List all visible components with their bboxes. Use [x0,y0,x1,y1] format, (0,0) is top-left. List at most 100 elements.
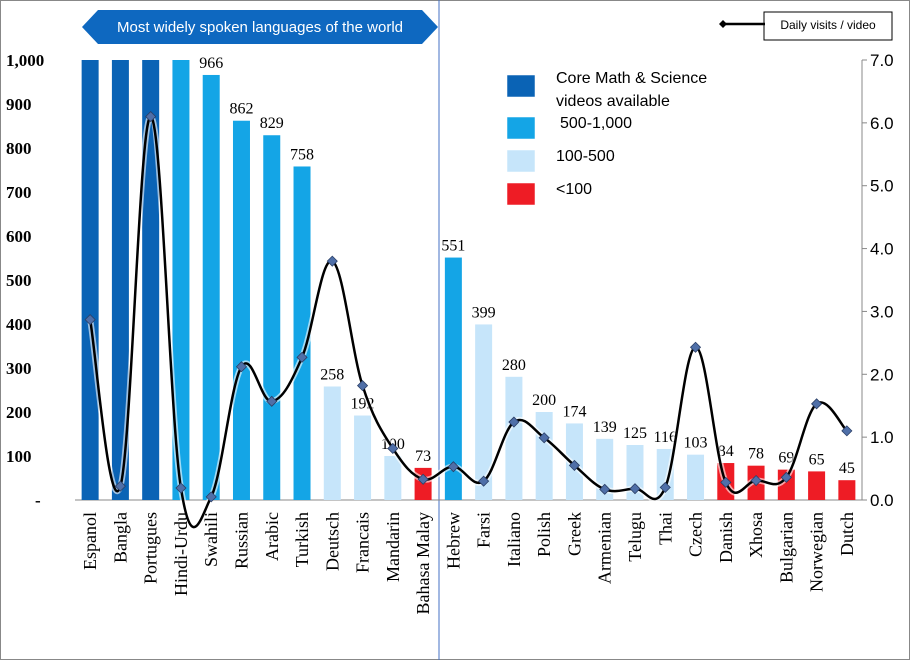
legend: Core Math & Science videos available 500-1… [506,70,707,206]
line-point [417,473,429,485]
line-point [296,351,308,363]
line-point [447,461,459,473]
category-label: Greek [564,512,584,556]
bar-arabic [263,135,281,501]
line-point [689,341,702,353]
line-point [508,416,520,428]
data-label: 125 [623,425,647,442]
data-label: 200 [532,392,556,409]
line-point [629,483,641,495]
line-legend-label: Daily visits / video [780,18,876,32]
legend-label: 100-500 [556,148,615,165]
y-right-tick-label: 1.0 [870,428,894,447]
data-label: 116 [654,429,677,446]
line-point [599,483,611,495]
line-legend: Daily visits / video [719,11,893,41]
y-right-tick-label: 6.0 [870,114,894,133]
category-label: Czech [686,512,706,557]
line-point [387,442,399,455]
data-label: 103 [684,435,708,452]
y-left-tick-label: 800 [6,139,32,158]
category-label: Swahili [201,512,221,567]
line-point [326,255,338,267]
category-label: Hebrew [443,512,463,569]
y-right-tick-label: 2.0 [870,365,894,384]
data-label: 174 [562,403,586,420]
daily-visits-line [88,115,848,529]
category-label: Espanol [80,512,100,570]
category-label: Turkish [292,512,312,567]
bar-swahili [202,74,220,501]
y-right-tick-label: 7.0 [870,51,894,70]
line-point [538,432,550,444]
bar-hindi-urdu [172,60,190,500]
bar-czech [687,454,705,500]
data-labels: 9668628297582581921007355139928020017413… [199,55,855,477]
line-point [205,491,217,503]
line-point [811,398,823,410]
line-legend-box [763,11,893,41]
line-series [84,111,853,531]
category-label: Hindi-Urdu [171,512,191,596]
data-label: 65 [809,451,825,468]
y-left-tick-label: 1,000 [6,51,44,70]
category-label: Xhosa [746,512,766,558]
banner-arrow [82,10,438,44]
bar-turkish [293,166,311,501]
category-label: Norwegian [807,512,827,592]
banner: Most widely spoken languages of the worl… [82,10,438,44]
bar-portugues [142,60,160,500]
bar-norwegian [808,471,826,500]
data-label: 258 [320,366,344,383]
y-left-tick-label: 900 [6,95,32,114]
y-right-tick-label: 4.0 [870,240,894,259]
y-left-tick-label: 300 [6,359,32,378]
data-label: 829 [260,115,284,132]
bar-mandarin [384,456,402,500]
category-label: Arabic [262,512,282,561]
category-label: Russian [231,512,251,569]
y-left-tick-label: 600 [6,227,32,246]
legend-swatch [506,182,536,206]
data-label: 45 [839,460,855,477]
data-label: 73 [415,448,431,465]
y-left-tick-label: 700 [6,183,32,202]
line-point [84,314,96,326]
line-point [356,380,369,392]
legend-swatch [506,74,536,98]
category-label: Bulgarian [776,512,796,583]
line-point [266,395,278,407]
legend-swatch [506,116,536,140]
category-label: Italiano [504,512,524,567]
category-label: Mandarin [383,512,403,582]
data-label: 758 [290,146,314,163]
legend-label: Core Math & Science [556,70,707,87]
legend-label: <100 [556,181,592,198]
y-left-tick-label: 100 [6,447,32,466]
data-label: 966 [199,55,223,72]
y-left-tick-label: - [35,491,41,510]
y-left-tick-label: 400 [6,315,32,334]
line-point [478,475,490,487]
category-label: Telugu [625,512,645,562]
line-point [659,481,671,493]
line-point [841,425,853,437]
category-label: Francais [353,512,373,573]
y-left-tick-label: 500 [6,271,32,290]
bar-francais [354,415,372,500]
bar-russian [232,120,250,500]
bars [81,60,856,501]
bar-dutch [838,480,856,500]
bar-deutsch [323,386,341,500]
category-label: Bahasa Malay [413,512,433,614]
line-legend-marker [719,20,727,28]
data-label: 862 [229,101,253,118]
data-label: 139 [593,419,617,436]
category-label: Farsi [474,512,494,548]
line-point [175,482,187,494]
bar-hebrew [444,257,462,500]
category-label: Armenian [595,512,615,584]
bar-farsi [475,324,493,500]
category-label: Bangla [110,512,130,563]
